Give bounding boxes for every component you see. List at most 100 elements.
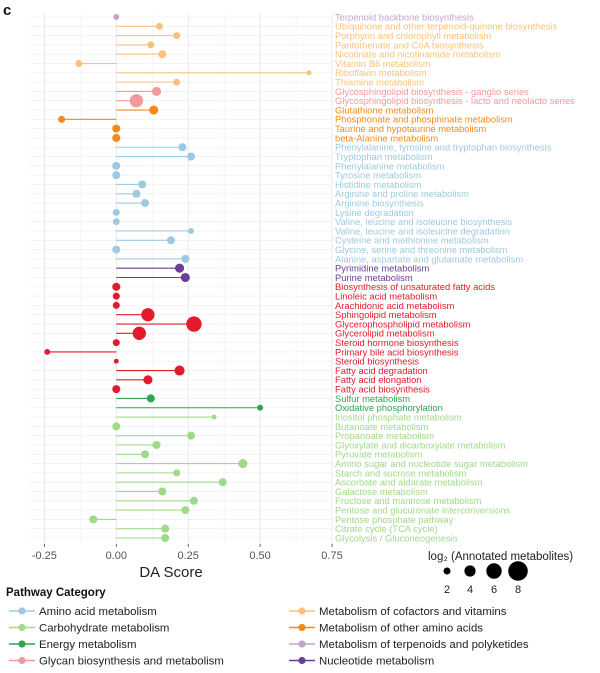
panel-label: c bbox=[3, 2, 11, 19]
category-legend: Pathway Category Amino acid metabolism Ca… bbox=[6, 587, 529, 673]
pathway-label: Glycosphingolipid biosynthesis - ganglio… bbox=[335, 86, 529, 97]
lollipop-point bbox=[238, 459, 248, 469]
pathway-label: Linoleic acid metabolism bbox=[335, 291, 437, 302]
lollipop-point bbox=[152, 440, 161, 449]
lollipop-point bbox=[187, 152, 196, 161]
pathway-label: Glycerolipid metabolism bbox=[335, 328, 435, 339]
lollipop-point bbox=[112, 245, 121, 254]
lollipop-point bbox=[186, 316, 202, 332]
size-legend-label: 8 bbox=[515, 584, 521, 596]
lollipop-point bbox=[112, 301, 120, 309]
pathway-label: Tryptophan metabolism bbox=[335, 151, 433, 162]
lollipop-point bbox=[112, 133, 121, 142]
lollipop-point bbox=[155, 22, 163, 30]
pathway-label: Phosphonate and phosphinate metabolism bbox=[335, 114, 513, 125]
pathway-label: Pentose phosphate pathway bbox=[335, 514, 454, 525]
lollipop-point bbox=[112, 171, 121, 180]
lollipop-point bbox=[112, 385, 121, 394]
pathway-label: Histidine metabolism bbox=[335, 179, 422, 190]
x-axis: -0.25 0.00 0.25 0.50 0.75 bbox=[32, 544, 343, 562]
lollipop-point bbox=[113, 14, 120, 20]
pathway-label: Pantothenate and CoA biosynthesis bbox=[335, 39, 484, 50]
pathway-label: Sphingolipid metabolism bbox=[335, 309, 437, 320]
pathway-label: Valine, leucine and isoleucine biosynthe… bbox=[335, 216, 512, 227]
lollipop-point bbox=[141, 450, 150, 459]
lollipop-point bbox=[173, 78, 181, 86]
lollipop-point bbox=[152, 86, 162, 96]
pathway-label: Arginine and proline metabolism bbox=[335, 188, 469, 199]
pathway-label: Ubiquinone and other terpenoid-quinone b… bbox=[335, 21, 557, 32]
pathway-label: Porphyrin and chlorophyll metabolism bbox=[335, 30, 492, 41]
size-legend-dot bbox=[486, 563, 502, 579]
pathway-label: Pentose and glucuronate interconversions bbox=[335, 504, 510, 515]
pathway-label: Glycerophospholipid metabolism bbox=[335, 318, 471, 329]
lollipop-point bbox=[112, 282, 121, 291]
lollipop-point bbox=[175, 263, 185, 273]
x-tick-label: -0.25 bbox=[32, 550, 57, 562]
lollipop-point bbox=[112, 218, 120, 226]
pathway-label: Sulfur metabolism bbox=[335, 393, 410, 404]
legend-key-dot bbox=[18, 656, 26, 665]
lollipop-point bbox=[129, 94, 144, 108]
x-tick-label: 0.50 bbox=[249, 550, 270, 562]
lollipop-point bbox=[147, 41, 155, 49]
size-legend: log₂ (Annotated metabolites) 2 4 6 8 bbox=[428, 551, 573, 596]
pathway-label: Riboflavin metabolism bbox=[335, 67, 427, 78]
lollipop-point bbox=[112, 339, 120, 347]
legend-item-label: Glycan biosynthesis and metabolism bbox=[39, 656, 224, 668]
legend-key-dot bbox=[298, 656, 306, 665]
legend-item-label: Carbohydrate metabolism bbox=[39, 623, 169, 635]
grid-layer bbox=[30, 14, 333, 544]
lollipop-point bbox=[149, 105, 159, 115]
legend-item-label: Metabolism of cofactors and vitamins bbox=[319, 606, 507, 618]
lollipop-point bbox=[173, 469, 181, 477]
lollipop-point bbox=[113, 358, 119, 364]
lollipop-point bbox=[146, 394, 155, 403]
lollipop-point bbox=[181, 506, 190, 515]
lollipop-point bbox=[143, 375, 153, 385]
lollipop-point bbox=[141, 199, 150, 208]
legend-item-label: Amino acid metabolism bbox=[39, 606, 157, 618]
pathway-label: Fatty acid biosynthesis bbox=[335, 384, 430, 395]
lollipop-point bbox=[166, 236, 175, 245]
lollipop-point bbox=[132, 326, 146, 340]
legend-item-label: Energy metabolism bbox=[39, 639, 137, 651]
size-legend-label: 2 bbox=[444, 584, 450, 596]
pathway-label: Nicotinate and nicotinamide metabolism bbox=[335, 49, 501, 60]
pathway-label: Citrate cycle (TCA cycle) bbox=[335, 523, 438, 534]
lollipop-point bbox=[211, 414, 217, 420]
size-legend-title: log₂ (Annotated metabolites) bbox=[428, 551, 573, 563]
pathway-label: Glyoxylate and dicarboxylate metabolism bbox=[335, 439, 506, 450]
pathway-label: Alanine, aspartate and glutamate metabol… bbox=[335, 253, 523, 264]
pathway-label: Phenylalanine metabolism bbox=[335, 160, 445, 171]
pathway-label: Biosynthesis of unsaturated fatty acids bbox=[335, 281, 495, 292]
pathway-label: Galactose metabolism bbox=[335, 486, 428, 497]
legend-key-dot bbox=[298, 607, 306, 615]
legend-item-label: Metabolism of terpenoids and polyketides bbox=[319, 639, 529, 651]
size-legend-label: 6 bbox=[491, 584, 497, 596]
pathway-label: Fatty acid degradation bbox=[335, 365, 428, 376]
lollipop-point bbox=[178, 143, 187, 152]
legend-key-dot bbox=[298, 640, 306, 648]
x-tick-label: 0.25 bbox=[177, 550, 198, 562]
lollipop-point bbox=[187, 431, 196, 440]
pathway-label: Thiamine metabolism bbox=[335, 77, 424, 88]
lollipop-point bbox=[188, 228, 195, 234]
lollipop-point bbox=[75, 60, 83, 68]
lollipop-point bbox=[161, 533, 170, 543]
legend-key-dot bbox=[18, 607, 26, 615]
lollipop-point bbox=[174, 365, 185, 376]
pathway-label: Pyruvate metabolism bbox=[335, 449, 423, 460]
pathway-label: Fructose and mannose metabolism bbox=[335, 495, 482, 506]
lollipop-point bbox=[58, 115, 66, 123]
pathway-label: Terpenoid backbone biosynthesis bbox=[335, 11, 474, 22]
legend-key-dot bbox=[18, 640, 26, 648]
lollipop-point bbox=[218, 478, 227, 487]
legend-item-label: Metabolism of other amino acids bbox=[319, 623, 483, 635]
lollipop-point bbox=[89, 515, 98, 524]
lollipop-point bbox=[112, 422, 121, 431]
pathway-label: Oxidative phosphorylation bbox=[335, 402, 443, 413]
pathway-label: Amino sugar and nucleotide sugar metabol… bbox=[335, 458, 528, 469]
